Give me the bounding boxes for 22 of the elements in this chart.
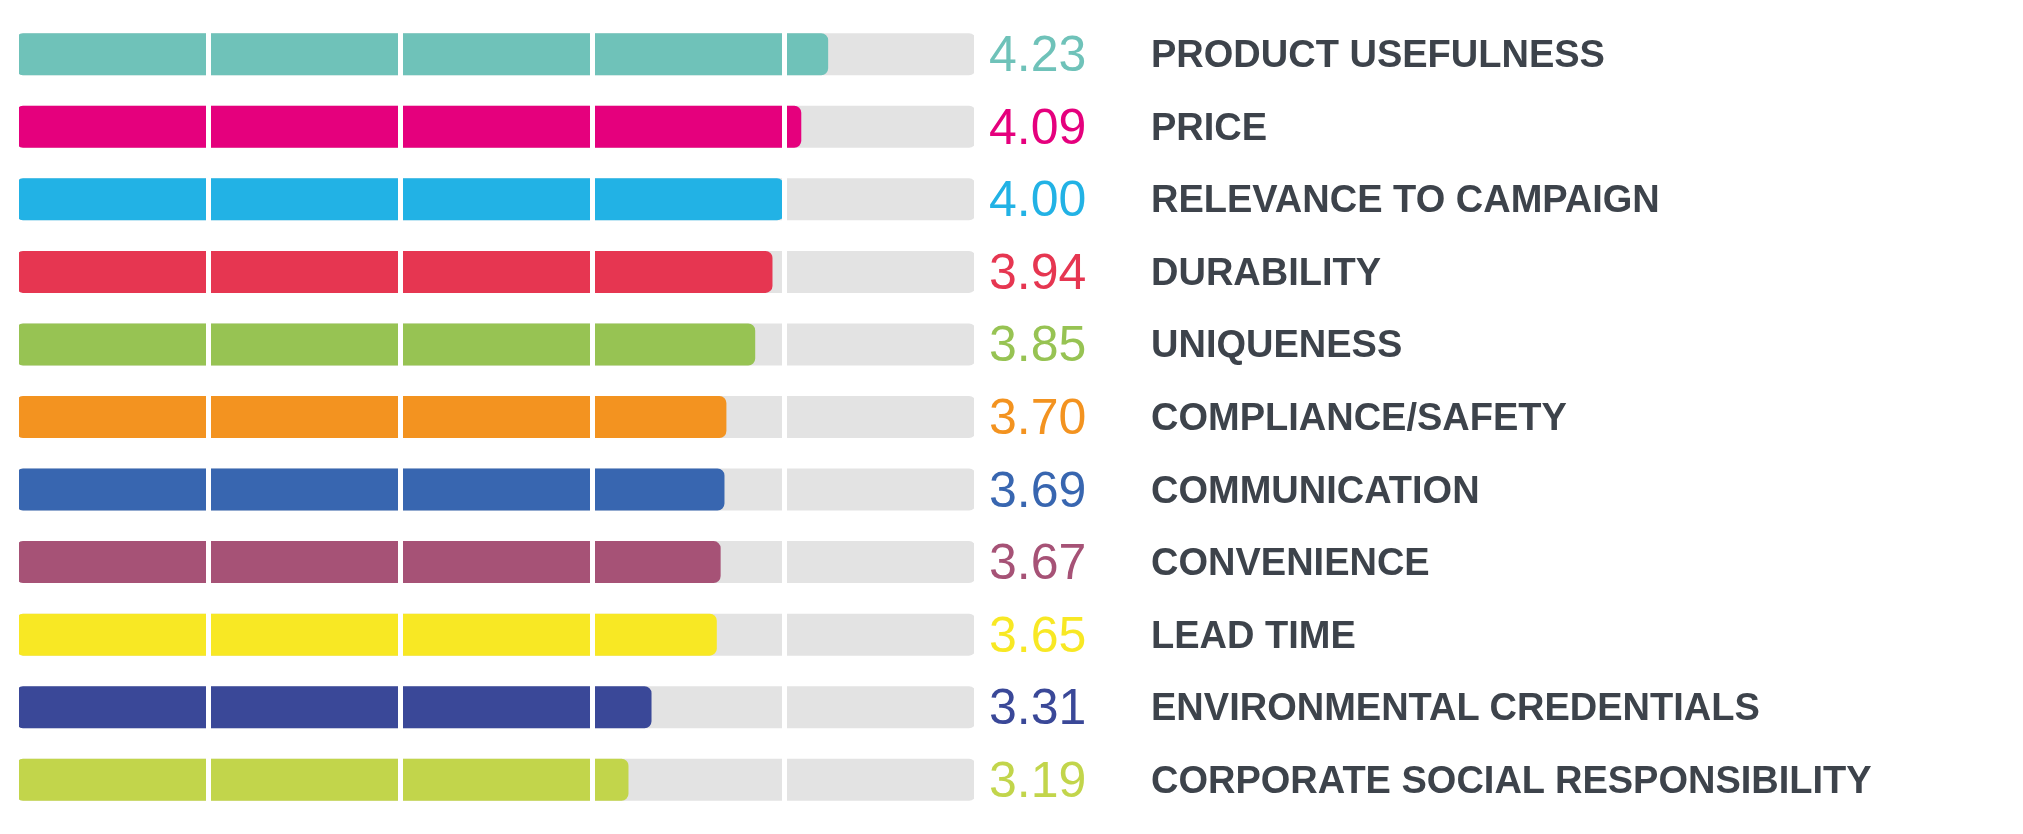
data-label: 4.23 [989, 26, 1087, 83]
data-label: 3.67 [989, 534, 1087, 591]
y-tick-label: DURABILITY [1151, 250, 1382, 293]
y-tick-label: LEAD TIME [1151, 613, 1356, 656]
data-label: 3.94 [989, 243, 1087, 300]
y-tick-label: CONVENIENCE [1151, 541, 1430, 584]
data-label: 3.69 [989, 461, 1087, 518]
y-tick-label: PRODUCT USEFULNESS [1151, 33, 1605, 76]
data-label: 4.00 [989, 171, 1087, 228]
y-tick-label: CORPORATE SOCIAL RESPONSIBILITY [1151, 758, 1872, 801]
data-label: 3.85 [989, 316, 1087, 373]
data-label: 4.09 [989, 98, 1087, 155]
data-label: 3.19 [989, 751, 1087, 808]
data-label: 3.70 [989, 389, 1087, 445]
y-tick-label: PRICE [1151, 105, 1268, 148]
y-tick-label: COMPLIANCE/SAFETY [1151, 396, 1567, 438]
y-tick-label: RELEVANCE TO CAMPAIGN [1151, 178, 1660, 221]
y-tick-label: ENVIRONMENTAL CREDENTIALS [1151, 686, 1760, 729]
data-label: 3.65 [989, 606, 1087, 663]
y-tick-label: COMMUNICATION [1151, 468, 1480, 511]
data-label: 3.31 [989, 679, 1087, 736]
y-tick-label: UNIQUENESS [1151, 323, 1403, 366]
